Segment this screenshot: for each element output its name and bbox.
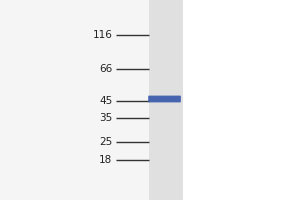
Text: 35: 35	[99, 113, 112, 123]
Bar	[183, 0, 300, 200]
FancyBboxPatch shape	[148, 96, 181, 102]
Text: 116: 116	[93, 30, 112, 40]
Bar	[148, 0, 183, 200]
Text: 66: 66	[99, 64, 112, 74]
Text: 45: 45	[99, 96, 112, 106]
Text: 25: 25	[99, 137, 112, 147]
Text: 18: 18	[99, 155, 112, 165]
